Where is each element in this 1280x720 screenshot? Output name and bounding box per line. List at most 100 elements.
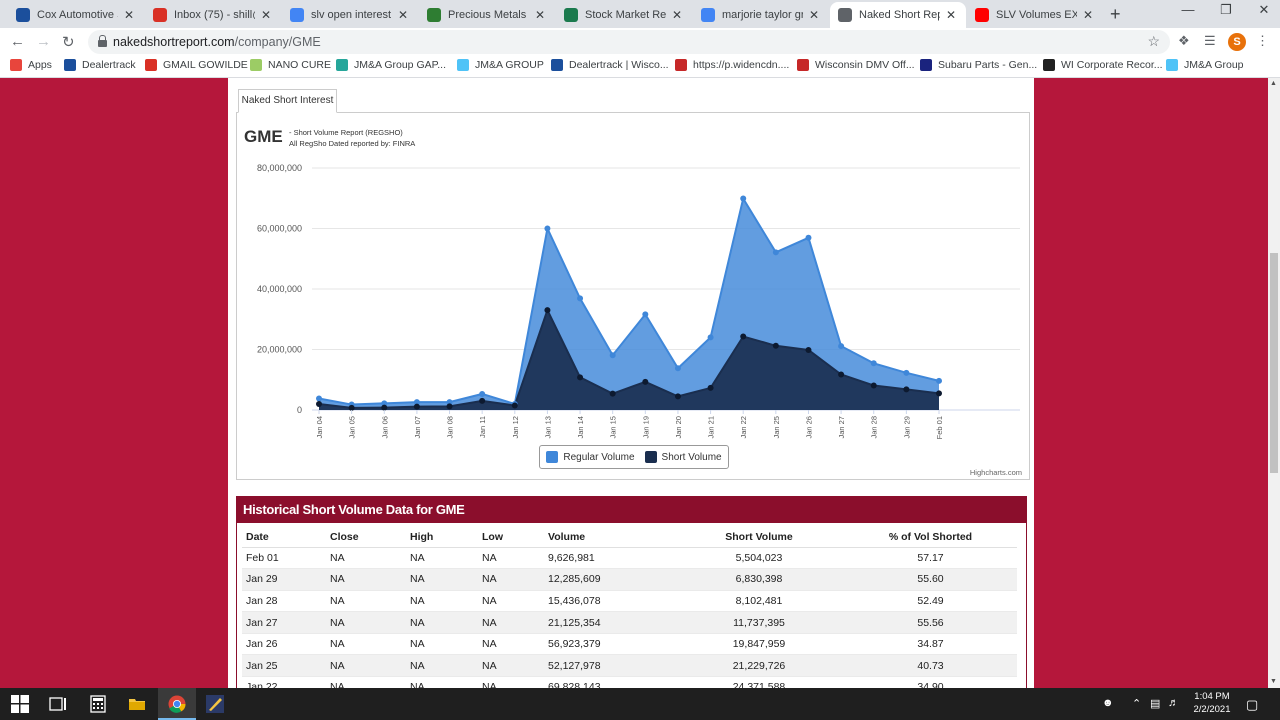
regular-volume-point[interactable] — [707, 334, 714, 341]
browser-tab[interactable]: slv open interest - G ✕ — [282, 2, 418, 28]
restore-button[interactable]: ❐ — [1220, 2, 1232, 17]
short-volume-point[interactable] — [348, 404, 355, 411]
regular-volume-point[interactable] — [805, 234, 812, 241]
tab-close-icon[interactable]: ✕ — [671, 8, 683, 22]
reading-list-icon[interactable]: ☰ — [1204, 33, 1216, 48]
short-volume-point[interactable] — [838, 371, 845, 378]
tab-close-icon[interactable]: ✕ — [397, 8, 409, 22]
legend-item-short[interactable]: Short Volume — [644, 451, 722, 463]
tab-close-icon[interactable]: ✕ — [534, 8, 546, 22]
regular-volume-point[interactable] — [544, 225, 551, 232]
file-explorer-icon[interactable] — [128, 695, 146, 713]
column-header[interactable]: % of Vol Shorted — [844, 527, 1017, 548]
short-volume-point[interactable] — [479, 397, 486, 404]
menu-icon[interactable]: ⋮ — [1256, 33, 1269, 48]
bookmark-item[interactable]: GMAIL GOWILDE — [145, 59, 248, 71]
close-window-button[interactable]: ✕ — [1258, 2, 1270, 17]
regular-volume-point[interactable] — [642, 311, 649, 318]
browser-tab[interactable]: marjorie taylor gree ✕ — [693, 2, 829, 28]
bookmark-item[interactable]: https://p.widencdn.... — [675, 59, 789, 71]
short-volume-point[interactable] — [316, 400, 322, 407]
taskbar-clock[interactable]: 1:04 PM 2/2/2021 — [1186, 690, 1238, 716]
column-header[interactable]: Volume — [544, 527, 674, 548]
url-text[interactable]: nakedshortreport.com/company/GME — [113, 35, 321, 49]
tab-close-icon[interactable]: ✕ — [808, 8, 820, 22]
short-volume-point[interactable] — [805, 346, 812, 353]
browser-tab[interactable]: Stock Market Resear ✕ — [556, 2, 692, 28]
short-volume-point[interactable] — [674, 393, 681, 400]
browser-tab[interactable]: SLV Volumes EXPLOI ✕ — [967, 2, 1103, 28]
short-volume-point[interactable] — [642, 378, 649, 385]
bookmark-item[interactable]: WI Corporate Recor... — [1043, 59, 1163, 71]
new-tab-button[interactable]: + — [1110, 4, 1121, 24]
column-header[interactable]: Date — [242, 527, 326, 548]
bookmark-item[interactable]: Dealertrack — [64, 59, 136, 71]
browser-tab[interactable]: Inbox (75) - shill@g ✕ — [145, 2, 281, 28]
column-header[interactable]: Close — [326, 527, 406, 548]
regular-volume-point[interactable] — [903, 369, 910, 376]
bookmark-item[interactable]: Apps — [10, 59, 52, 71]
bookmark-item[interactable]: Subaru Parts - Gen... — [920, 59, 1037, 71]
short-volume-point[interactable] — [707, 384, 714, 391]
legend-item-regular[interactable]: Regular Volume — [546, 451, 635, 463]
regular-volume-point[interactable] — [446, 399, 453, 406]
scroll-down-arrow-icon[interactable]: ▼ — [1270, 678, 1277, 685]
regular-volume-point[interactable] — [609, 352, 616, 359]
column-header[interactable]: Short Volume — [674, 527, 844, 548]
tab-close-icon[interactable]: ✕ — [260, 8, 272, 22]
address-bar[interactable]: nakedshortreport.com/company/GME ☆ — [88, 30, 1170, 54]
extensions-icon[interactable]: ❖ — [1178, 33, 1190, 48]
reload-icon[interactable]: ↻ — [62, 34, 75, 51]
task-view-icon[interactable] — [49, 695, 67, 713]
short-volume-point[interactable] — [609, 390, 616, 397]
page-scrollbar[interactable]: ▲ ▼ — [1268, 78, 1280, 688]
bookmark-item[interactable]: JM&A Group GAP... — [336, 59, 446, 71]
regular-volume-point[interactable] — [740, 195, 747, 202]
browser-tab[interactable]: Precious Metals Nev ✕ — [419, 2, 555, 28]
notifications-icon[interactable]: ▢ — [1246, 697, 1259, 712]
short-volume-point[interactable] — [381, 404, 388, 411]
forward-icon[interactable]: → — [36, 33, 51, 50]
short-volume-point[interactable] — [772, 342, 779, 349]
column-header[interactable]: High — [406, 527, 478, 548]
bookmark-item[interactable]: JM&A GROUP — [457, 59, 544, 71]
browser-tab[interactable]: Cox Automotive Sig ✕ — [8, 2, 144, 28]
column-header[interactable]: Low — [478, 527, 544, 548]
short-volume-point[interactable] — [446, 403, 453, 410]
regular-volume-point[interactable] — [479, 390, 486, 397]
regular-volume-point[interactable] — [838, 343, 845, 350]
minimize-button[interactable]: — — [1181, 2, 1195, 17]
tab-close-icon[interactable]: ✕ — [945, 8, 957, 22]
regular-volume-point[interactable] — [870, 360, 877, 367]
tray-chevron-icon[interactable]: ⌃ — [1132, 698, 1142, 710]
profile-avatar[interactable]: S — [1228, 33, 1246, 51]
scroll-up-arrow-icon[interactable]: ▲ — [1270, 80, 1277, 87]
highcharts-credit-link[interactable]: Highcharts.com — [969, 468, 1022, 477]
people-icon[interactable]: ☻ — [1102, 697, 1114, 709]
bookmark-star-icon[interactable]: ☆ — [1147, 33, 1160, 49]
chrome-taskbar-button[interactable] — [158, 688, 196, 720]
calculator-icon[interactable] — [89, 695, 107, 713]
tab-close-icon[interactable]: ✕ — [123, 8, 135, 22]
bookmark-item[interactable]: JM&A Group — [1166, 59, 1244, 71]
tab-naked-short-interest[interactable]: Naked Short Interest — [238, 89, 337, 113]
tab-close-icon[interactable]: ✕ — [1082, 8, 1094, 22]
network-icon[interactable]: ▤ — [1150, 698, 1161, 710]
short-volume-point[interactable] — [740, 333, 747, 340]
regular-volume-point[interactable] — [936, 377, 942, 384]
bookmark-item[interactable]: Wisconsin DMV Off... — [797, 59, 915, 71]
regular-volume-point[interactable] — [772, 249, 779, 256]
short-volume-point[interactable] — [936, 390, 942, 397]
regular-volume-point[interactable] — [577, 295, 584, 302]
browser-tab[interactable]: Naked Short Report ✕ — [830, 2, 966, 28]
short-volume-point[interactable] — [577, 374, 584, 381]
volume-icon[interactable]: ♬ — [1168, 697, 1179, 709]
lock-icon[interactable] — [98, 35, 107, 47]
short-volume-point[interactable] — [870, 382, 877, 389]
short-volume-point[interactable] — [511, 402, 518, 409]
short-volume-point[interactable] — [544, 307, 551, 314]
scrollbar-thumb[interactable] — [1270, 253, 1278, 473]
bookmark-item[interactable]: Dealertrack | Wisco... — [551, 59, 669, 71]
regular-volume-point[interactable] — [316, 395, 322, 402]
windows-start-icon[interactable] — [11, 695, 29, 713]
